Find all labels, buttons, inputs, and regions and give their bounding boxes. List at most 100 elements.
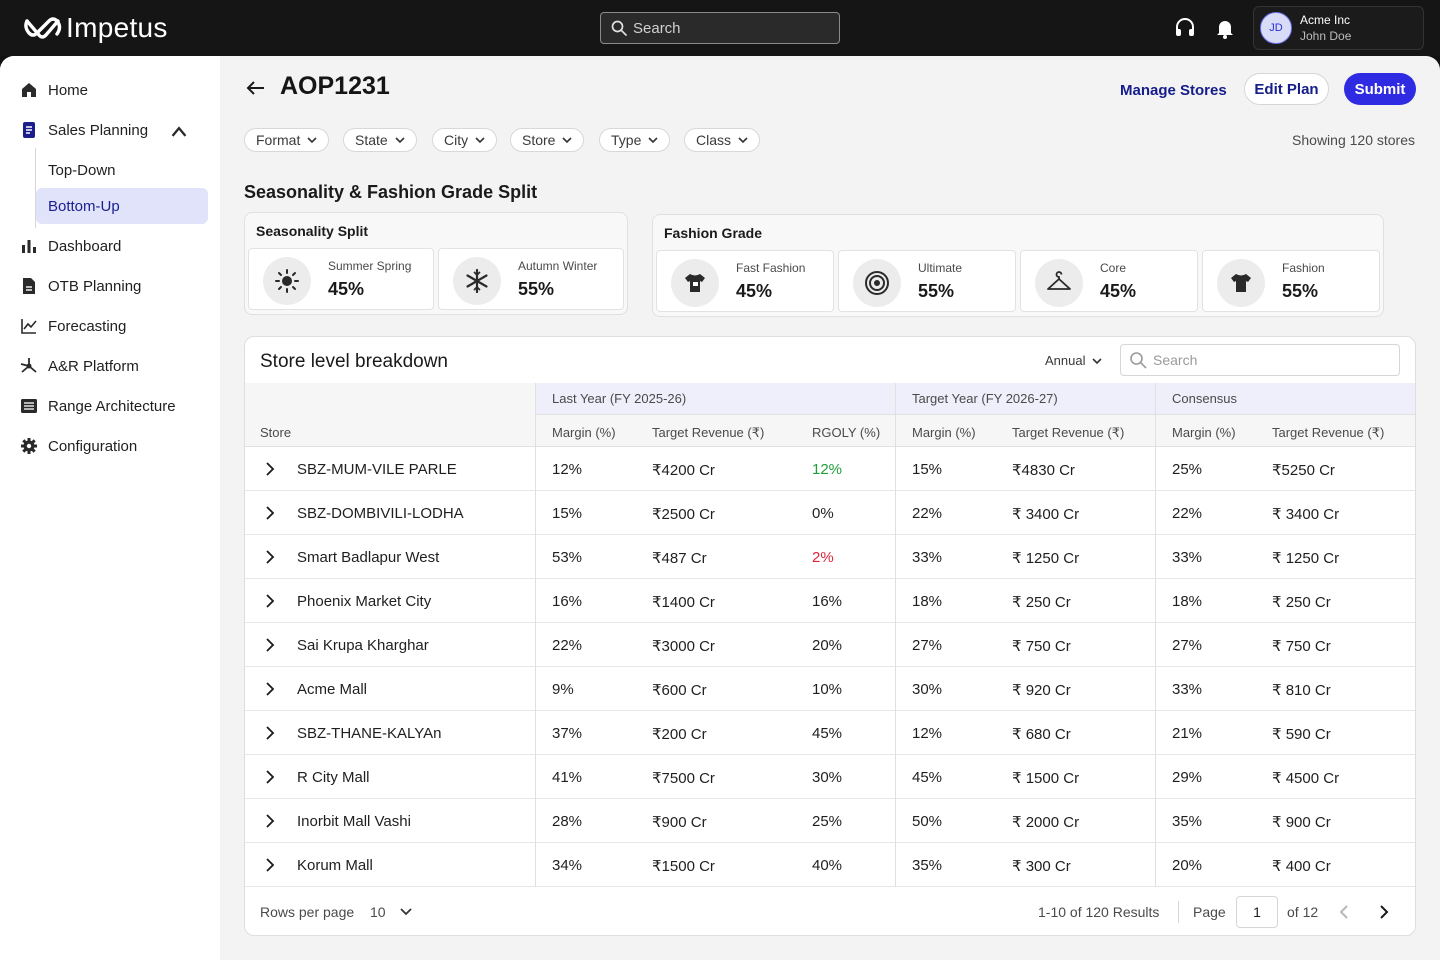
expand-chevron-icon[interactable] [261,592,279,610]
col-c-margin[interactable]: Margin (%) [1172,425,1236,440]
tile-value: 55% [1282,281,1319,301]
headset-icon[interactable] [1173,16,1197,40]
page-number-input[interactable] [1236,896,1278,928]
table-row[interactable]: SBZ-DOMBIVILI-LODHA 15% ₹2500 Cr 0% 22% ₹ 340… [245,491,1415,535]
cell-ty-revenue: ₹ 680 Cr [1012,726,1071,743]
gear-icon [21,438,37,454]
cell-c-revenue: ₹ 810 Cr [1272,682,1331,699]
cell-ly-revenue: ₹1500 Cr [652,858,715,875]
global-search[interactable] [600,12,840,44]
sidebar-item-range-architecture[interactable]: Range Architecture [20,389,208,423]
expand-chevron-icon[interactable] [261,812,279,830]
sidebar-item-otb-planning[interactable]: OTB Planning [20,269,208,303]
expand-chevron-icon[interactable] [261,680,279,698]
expand-chevron-icon[interactable] [261,856,279,874]
table-row[interactable]: SBZ-MUM-VILE PARLE 12% ₹4200 Cr 12% 15% ₹4830… [245,447,1415,491]
sidebar-item-home[interactable]: Home [20,73,208,107]
expand-chevron-icon[interactable] [261,768,279,786]
prev-page-icon[interactable] [1334,902,1354,922]
table-row[interactable]: Inorbit Mall Vashi 28% ₹900 Cr 25% 50% ₹ 2000… [245,799,1415,843]
cell-ly-margin: 37% [552,725,583,742]
expand-chevron-icon[interactable] [261,504,279,522]
chevron-up-icon[interactable] [170,123,188,141]
cell-ly-revenue: ₹7500 Cr [652,770,715,787]
filter-label: State [355,132,388,148]
sidebar-item-ar-platform[interactable]: A&R Platform [20,349,208,383]
sidebar-item-forecasting[interactable]: Forecasting [20,309,208,343]
filter-type[interactable]: Type [599,128,671,152]
sidebar-item-sales-planning[interactable]: Sales Planning [20,113,208,147]
cell-ly-revenue: ₹1400 Cr [652,594,715,611]
cell-c-margin: 29% [1172,769,1203,786]
chevron-down-icon [562,137,573,144]
user-menu[interactable]: JD Acme Inc John Doe [1253,6,1424,50]
rows-per-page-select[interactable]: 10 [370,904,414,920]
sidebar-item-label: Sales Planning [48,121,149,139]
expand-chevron-icon[interactable] [261,460,279,478]
filter-state[interactable]: State [343,128,417,152]
filter-class[interactable]: Class [684,128,761,152]
expand-chevron-icon[interactable] [261,724,279,742]
col-ly-rgoly[interactable]: RGOLY (%) [812,425,881,440]
filter-city[interactable]: City [432,128,498,152]
table-row[interactable]: Phoenix Market City 16% ₹1400 Cr 16% 18% ₹ 25… [245,579,1415,623]
cell-c-revenue: ₹ 900 Cr [1272,814,1331,831]
cell-ly-rgoly: 0% [812,505,834,522]
sidebar-subitem-top-down[interactable]: Top-Down [48,161,116,179]
sidebar-subitem-bottom-up[interactable]: Bottom-Up [36,188,208,224]
brand-logo[interactable]: Impetus [22,10,168,46]
cell-c-revenue: ₹ 3400 Cr [1272,506,1340,523]
table-search[interactable] [1120,344,1400,376]
cell-c-margin: 18% [1172,593,1203,610]
table-row[interactable]: SBZ-THANE-KALYAn 37% ₹200 Cr 45% 12% ₹ 680 Cr… [245,711,1415,755]
hanger-icon [1047,271,1071,290]
cell-c-margin: 20% [1172,857,1203,874]
search-icon [1130,352,1147,369]
global-search-input[interactable] [633,19,823,37]
next-page-icon[interactable] [1374,902,1394,922]
col-ly-revenue[interactable]: Target Revenue (₹) [652,425,765,440]
sidebar-item-dashboard[interactable]: Dashboard [20,229,208,263]
table-row[interactable]: Smart Badlapur West 53% ₹487 Cr 2% 33% ₹ 1250… [245,535,1415,579]
cell-ty-margin: 18% [912,593,943,610]
col-ty-revenue[interactable]: Target Revenue (₹) [1012,425,1125,440]
bell-icon[interactable] [1213,16,1237,40]
col-c-revenue[interactable]: Target Revenue (₹) [1272,425,1385,440]
column-divider [535,383,536,887]
col-ly-margin[interactable]: Margin (%) [552,425,616,440]
edit-plan-button[interactable]: Edit Plan [1244,73,1329,105]
expand-chevron-icon[interactable] [261,636,279,654]
sun-icon [275,269,299,293]
home-icon [22,83,36,97]
cell-ly-margin: 12% [552,461,583,478]
table-row[interactable]: Acme Mall 9% ₹600 Cr 10% 30% ₹ 920 Cr 33% ₹ 810… [245,667,1415,711]
manage-stores-button[interactable]: Manage Stores [1120,81,1227,99]
table-title: Store level breakdown [260,351,448,372]
cell-ly-revenue: ₹200 Cr [652,726,707,743]
period-select[interactable]: Annual [1045,353,1103,368]
cell-ty-margin: 33% [912,549,943,566]
cell-ly-revenue: ₹600 Cr [652,682,707,699]
sidebar-item-label: Configuration [48,437,138,455]
cell-ty-margin: 45% [912,769,943,786]
table-row[interactable]: R City Mall 41% ₹7500 Cr 30% 45% ₹ 1500 Cr 29%… [245,755,1415,799]
tile-label: Autumn Winter [518,259,598,273]
table-row[interactable]: Sai Krupa Kharghar 22% ₹3000 Cr 20% 27% ₹ 750… [245,623,1415,667]
back-arrow-icon[interactable] [244,76,268,100]
brand-name: Impetus [66,12,168,43]
submit-button[interactable]: Submit [1344,73,1416,105]
col-store[interactable]: Store [260,425,292,440]
expand-chevron-icon[interactable] [261,548,279,566]
rows-per-page-label: Rows per page [260,904,355,920]
col-ty-margin[interactable]: Margin (%) [912,425,976,440]
table-footer: Rows per page 10 1-10 of 120 Results Pag… [245,887,1415,935]
sidebar-item-configuration[interactable]: Configuration [20,429,208,463]
cell-ly-rgoly: 12% [812,461,843,478]
table-row[interactable]: Korum Mall 34% ₹1500 Cr 40% 35% ₹ 300 Cr 20% ₹ … [245,843,1415,887]
filter-format[interactable]: Format [244,128,330,152]
cell-ly-margin: 16% [552,593,583,610]
grade-tile: Ultimate 55% [838,250,1016,312]
filter-store[interactable]: Store [510,128,585,152]
tile-label: Fashion [1282,261,1325,275]
table-search-input[interactable] [1153,352,1393,368]
